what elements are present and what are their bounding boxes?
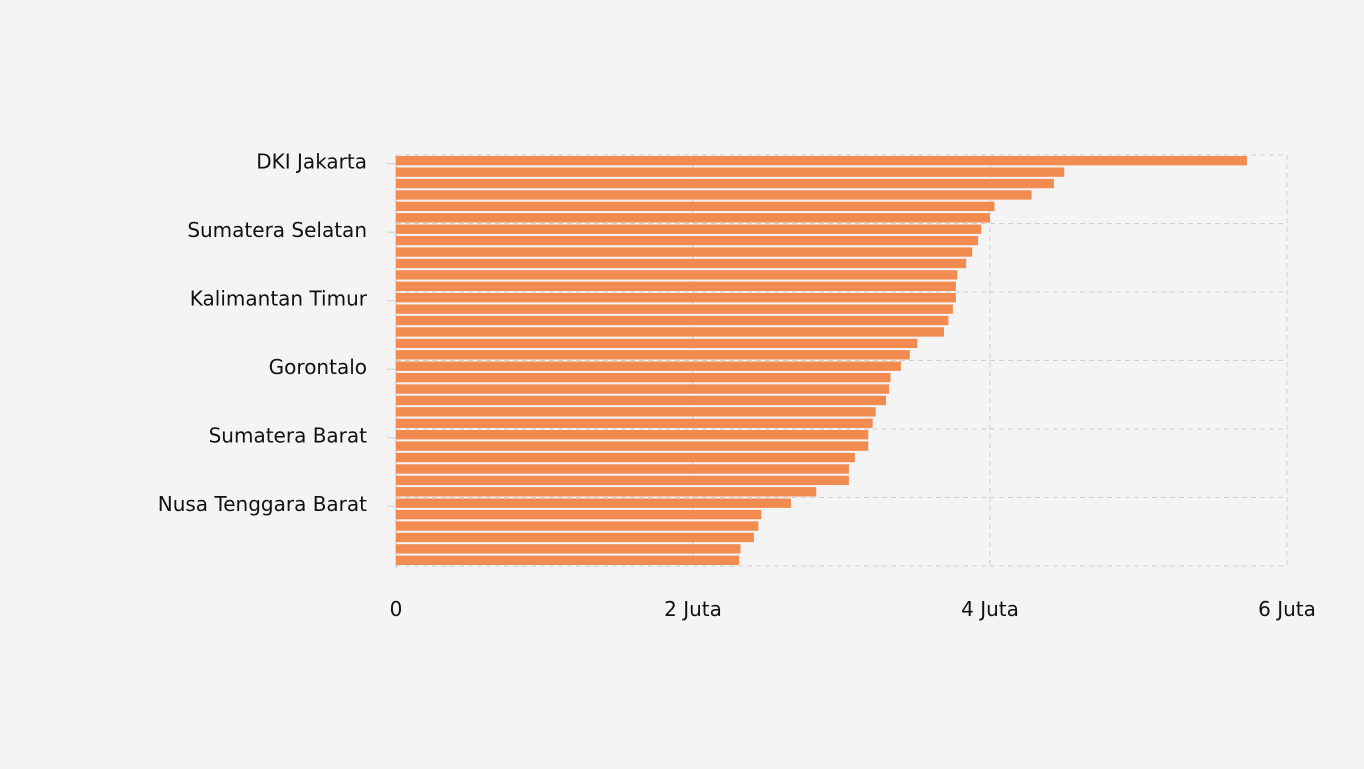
bar <box>396 258 967 269</box>
bar <box>396 304 953 314</box>
y-tick-label: Gorontalo <box>269 355 367 379</box>
bar <box>396 452 855 463</box>
bar <box>396 350 910 360</box>
bar <box>396 235 979 246</box>
bar <box>396 441 869 451</box>
y-tick-label: Sumatera Selatan <box>187 218 367 242</box>
bar <box>396 555 740 565</box>
y-tick-labels: DKI Jakarta Sumatera Selatan Kalimantan Ti… <box>158 150 395 516</box>
x-tick-label: 4 Juta <box>961 597 1019 621</box>
bar <box>396 509 762 520</box>
bar <box>396 361 901 371</box>
bar <box>396 395 887 406</box>
x-tick-label: 6 Juta <box>1258 597 1316 621</box>
x-tick-label: 0 <box>390 597 403 621</box>
bar <box>396 544 741 554</box>
bar <box>396 475 849 486</box>
bar <box>396 372 891 383</box>
bar <box>396 213 990 223</box>
y-tick-label: Sumatera Barat <box>209 424 368 448</box>
bar <box>396 281 956 291</box>
bar <box>396 487 817 497</box>
bar <box>396 430 869 440</box>
y-tick-label: Nusa Tenggara Barat <box>158 492 367 516</box>
bar <box>396 384 890 394</box>
bar <box>396 521 759 531</box>
y-tick-label: DKI Jakarta <box>256 150 367 174</box>
bars <box>396 156 1247 565</box>
bar <box>396 190 1032 200</box>
bar <box>396 156 1247 166</box>
bar <box>396 498 792 508</box>
bar <box>396 338 918 349</box>
bar <box>396 315 949 326</box>
bar <box>396 327 944 337</box>
x-tick-labels: 0 2 Juta 4 Juta 6 Juta <box>390 597 1316 621</box>
bar <box>396 464 849 474</box>
bar <box>396 201 995 212</box>
bar <box>396 167 1065 177</box>
bar <box>396 407 876 417</box>
y-tick-label: Kalimantan Timur <box>190 287 368 311</box>
bar <box>396 293 956 303</box>
bar <box>396 418 873 428</box>
bar <box>396 178 1054 189</box>
bar <box>396 247 973 257</box>
bar <box>396 270 958 280</box>
bar <box>396 532 754 543</box>
x-tick-label: 2 Juta <box>664 597 722 621</box>
bar <box>396 224 982 234</box>
